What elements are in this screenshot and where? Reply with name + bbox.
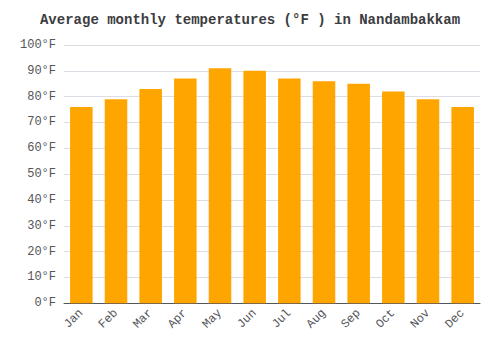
- svg-text:Aug: Aug: [304, 306, 329, 331]
- svg-text:Jun: Jun: [234, 306, 259, 331]
- svg-text:Sep: Sep: [338, 306, 363, 331]
- svg-text:70°F: 70°F: [27, 115, 56, 129]
- svg-text:20°F: 20°F: [27, 245, 56, 259]
- svg-text:Feb: Feb: [96, 306, 121, 331]
- svg-text:Jul: Jul: [269, 306, 294, 331]
- svg-text:40°F: 40°F: [27, 193, 56, 207]
- svg-text:Apr: Apr: [165, 306, 190, 331]
- svg-text:10°F: 10°F: [27, 270, 56, 284]
- svg-text:80°F: 80°F: [27, 90, 56, 104]
- svg-text:100°F: 100°F: [20, 38, 56, 52]
- svg-text:Oct: Oct: [373, 306, 398, 331]
- svg-text:0°F: 0°F: [34, 296, 56, 310]
- svg-text:May: May: [200, 306, 225, 331]
- svg-text:Mar: Mar: [130, 306, 155, 331]
- svg-text:90°F: 90°F: [27, 64, 56, 78]
- svg-text:Jan: Jan: [61, 306, 86, 331]
- svg-text:Nov: Nov: [408, 306, 433, 331]
- svg-text:30°F: 30°F: [27, 219, 56, 233]
- svg-text:Dec: Dec: [442, 306, 467, 331]
- svg-text:50°F: 50°F: [27, 167, 56, 181]
- svg-text:60°F: 60°F: [27, 141, 56, 155]
- svg-text:Average monthly temperatures (: Average monthly temperatures (°F ) in Na…: [40, 12, 460, 28]
